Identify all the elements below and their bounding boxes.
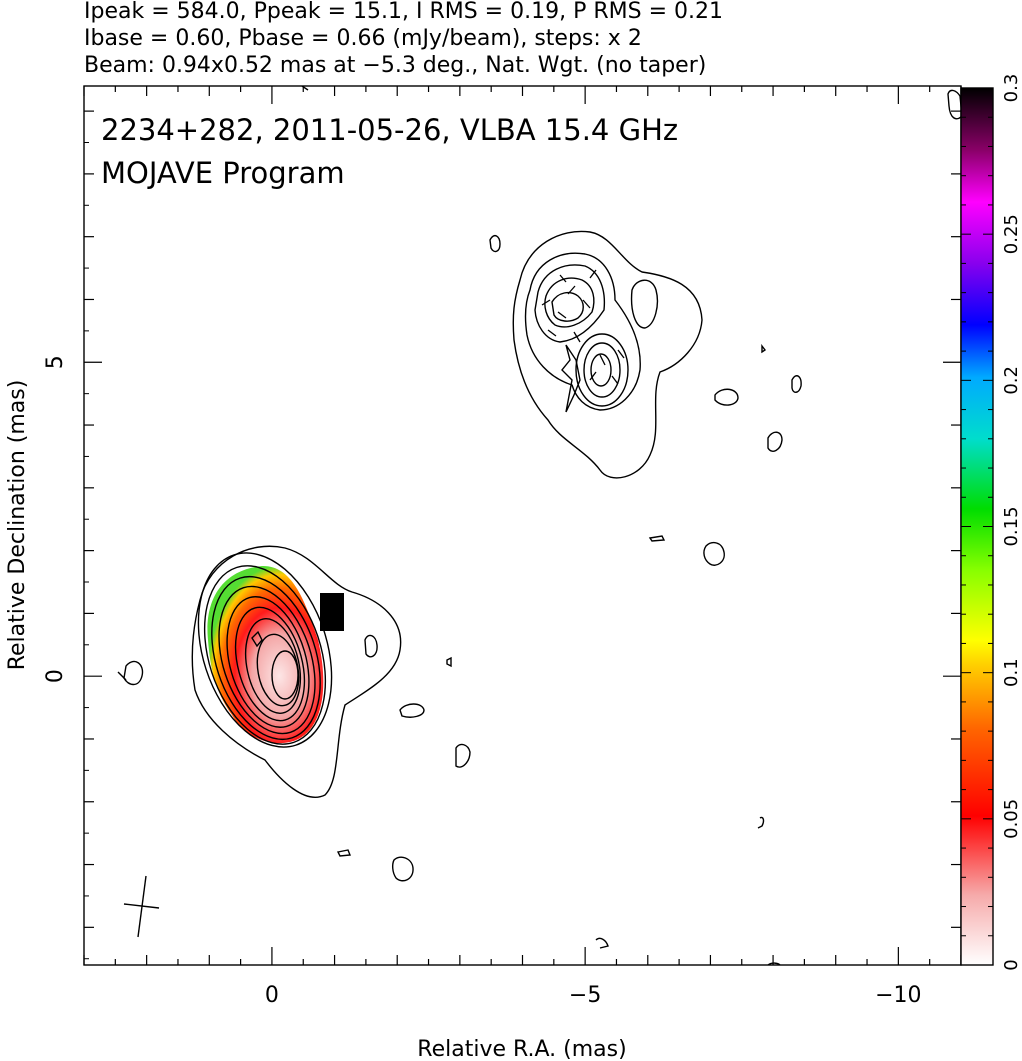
jet-contour-3 xyxy=(534,264,606,343)
colorbar-tick-label: 0.3 xyxy=(1001,74,1022,103)
header-line-3: Beam: 0.94x0.52 mas at −5.3 deg., Nat. W… xyxy=(84,53,707,78)
core-left-tail xyxy=(117,671,127,681)
header-line-1: Ipeak = 584.0, Ppeak = 15.1, I RMS = 0.1… xyxy=(84,0,723,24)
x-axis-label: Relative R.A. (mas) xyxy=(417,1037,626,1061)
jet-contour-outer xyxy=(512,230,703,479)
jet-sub-contour-3 xyxy=(590,353,612,387)
colorbar-tick-label: 0.15 xyxy=(1001,506,1022,546)
jet-side-blob xyxy=(630,279,659,329)
core-secondary-contour xyxy=(364,634,378,658)
core-contour-5 xyxy=(218,585,316,735)
jet-contour-5 xyxy=(551,291,584,322)
colorbar-ticks xyxy=(961,87,993,966)
jet-sub-contour-2 xyxy=(583,342,621,398)
colorbar-tick-label: 0.25 xyxy=(1001,214,1022,254)
jet-contours xyxy=(512,230,703,479)
colorbar-tick-label: 0 xyxy=(1001,959,1022,970)
noise-contours xyxy=(301,86,961,965)
core-contour-2 xyxy=(197,552,333,748)
image-layer xyxy=(117,86,961,965)
y-axis-label: Relative Declination (mas) xyxy=(5,380,30,671)
colorbar-labels: 0 0.05 0.1 0.15 0.2 0.25 0.3 xyxy=(1001,74,1022,971)
core-contour-10 xyxy=(271,650,299,700)
colorbar-tick-label: 0.1 xyxy=(1001,658,1022,687)
plot-frame xyxy=(83,85,962,966)
chart-annotation-2: MOJAVE Program xyxy=(101,156,345,190)
jet-contour-4 xyxy=(544,277,595,328)
core-left-blob xyxy=(123,660,144,686)
jet-sub-contour-1 xyxy=(575,333,629,407)
header-line-2: Ibase = 0.60, Pbase = 0.66 (mJy/beam), s… xyxy=(84,26,642,51)
colorbar-tick-label: 0.2 xyxy=(1001,366,1022,395)
core-contour-outer xyxy=(191,545,402,798)
y-tick-label: 5 xyxy=(43,355,68,369)
jet-neck-contour xyxy=(561,344,581,413)
axis-ticks xyxy=(83,86,962,965)
core-contours xyxy=(117,545,402,798)
core-contour-7 xyxy=(234,606,306,722)
jet-contour-2 xyxy=(524,252,641,411)
core-contour-8 xyxy=(244,618,302,714)
colorbar-tick-label: 0.05 xyxy=(1001,799,1022,839)
core-contour-3 xyxy=(203,565,327,745)
core-contour-6 xyxy=(226,596,310,728)
x-tick-label: 0 xyxy=(265,983,279,1008)
saturated-pixel-block xyxy=(320,593,344,631)
beam-cross xyxy=(123,875,160,938)
chart-annotation-1: 2234+282, 2011-05-26, VLBA 15.4 GHz xyxy=(101,113,678,147)
x-tick-label: −5 xyxy=(569,983,601,1008)
core-contour-4 xyxy=(211,575,321,741)
polarization-vectors xyxy=(541,269,625,385)
x-tick-label: −10 xyxy=(875,983,921,1008)
core-contour-11 xyxy=(251,630,263,648)
y-tick-label: 0 xyxy=(43,669,68,683)
axis-tick-labels: 0 −5 −10 0 5 xyxy=(43,355,922,1008)
